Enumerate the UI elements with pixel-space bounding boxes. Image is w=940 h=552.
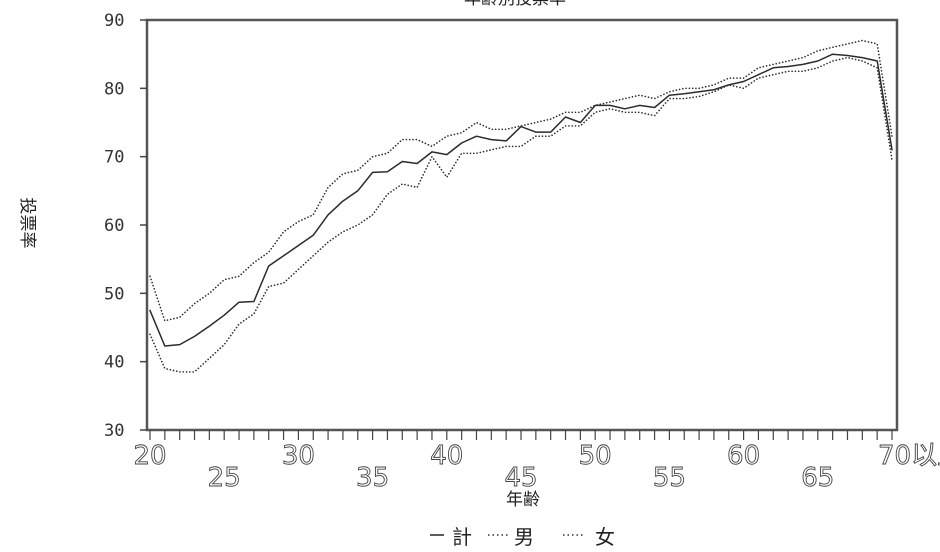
series-line-total <box>149 53 893 347</box>
x-tick-label: 70以上 <box>878 441 940 471</box>
legend-label-total: 計 <box>452 525 472 549</box>
y-axis: 30 40 50 60 70 80 90 <box>104 11 147 441</box>
y-tick-label: 30 <box>104 421 124 441</box>
x-tick-label: 60 <box>727 441 760 471</box>
legend: 計 男 女 <box>430 525 615 549</box>
series-line-male <box>149 39 893 322</box>
x-tick-label: 45 <box>504 463 537 493</box>
series-layer <box>149 39 893 373</box>
plot-frame <box>145 18 899 432</box>
chart-title: 年齢別投票率 <box>464 0 566 9</box>
x-tick-label: 35 <box>356 463 389 493</box>
series-line-female <box>149 56 893 373</box>
y-tick-label: 40 <box>104 353 124 373</box>
x-axis-title: 年齢 <box>506 490 540 510</box>
y-tick-label: 80 <box>104 79 124 99</box>
x-tick-label: 25 <box>208 463 241 493</box>
y-tick-label: 90 <box>104 11 124 31</box>
legend-label-male: 男 <box>514 525 534 549</box>
x-axis: 20 25 30 35 40 45 50 55 60 65 70以上 <box>133 430 940 493</box>
x-tick-label: 55 <box>653 463 686 493</box>
y-axis-title: 投票率 <box>17 198 37 249</box>
y-tick-label: 50 <box>104 284 124 304</box>
y-tick-label: 70 <box>104 148 124 168</box>
x-tick-label: 30 <box>282 441 315 471</box>
x-tick-label: 50 <box>579 441 612 471</box>
x-tick-label: 40 <box>430 441 463 471</box>
y-tick-label: 60 <box>104 216 124 236</box>
legend-label-female: 女 <box>595 525 615 549</box>
x-tick-label: 20 <box>133 441 166 471</box>
x-tick-label: 65 <box>801 463 834 493</box>
